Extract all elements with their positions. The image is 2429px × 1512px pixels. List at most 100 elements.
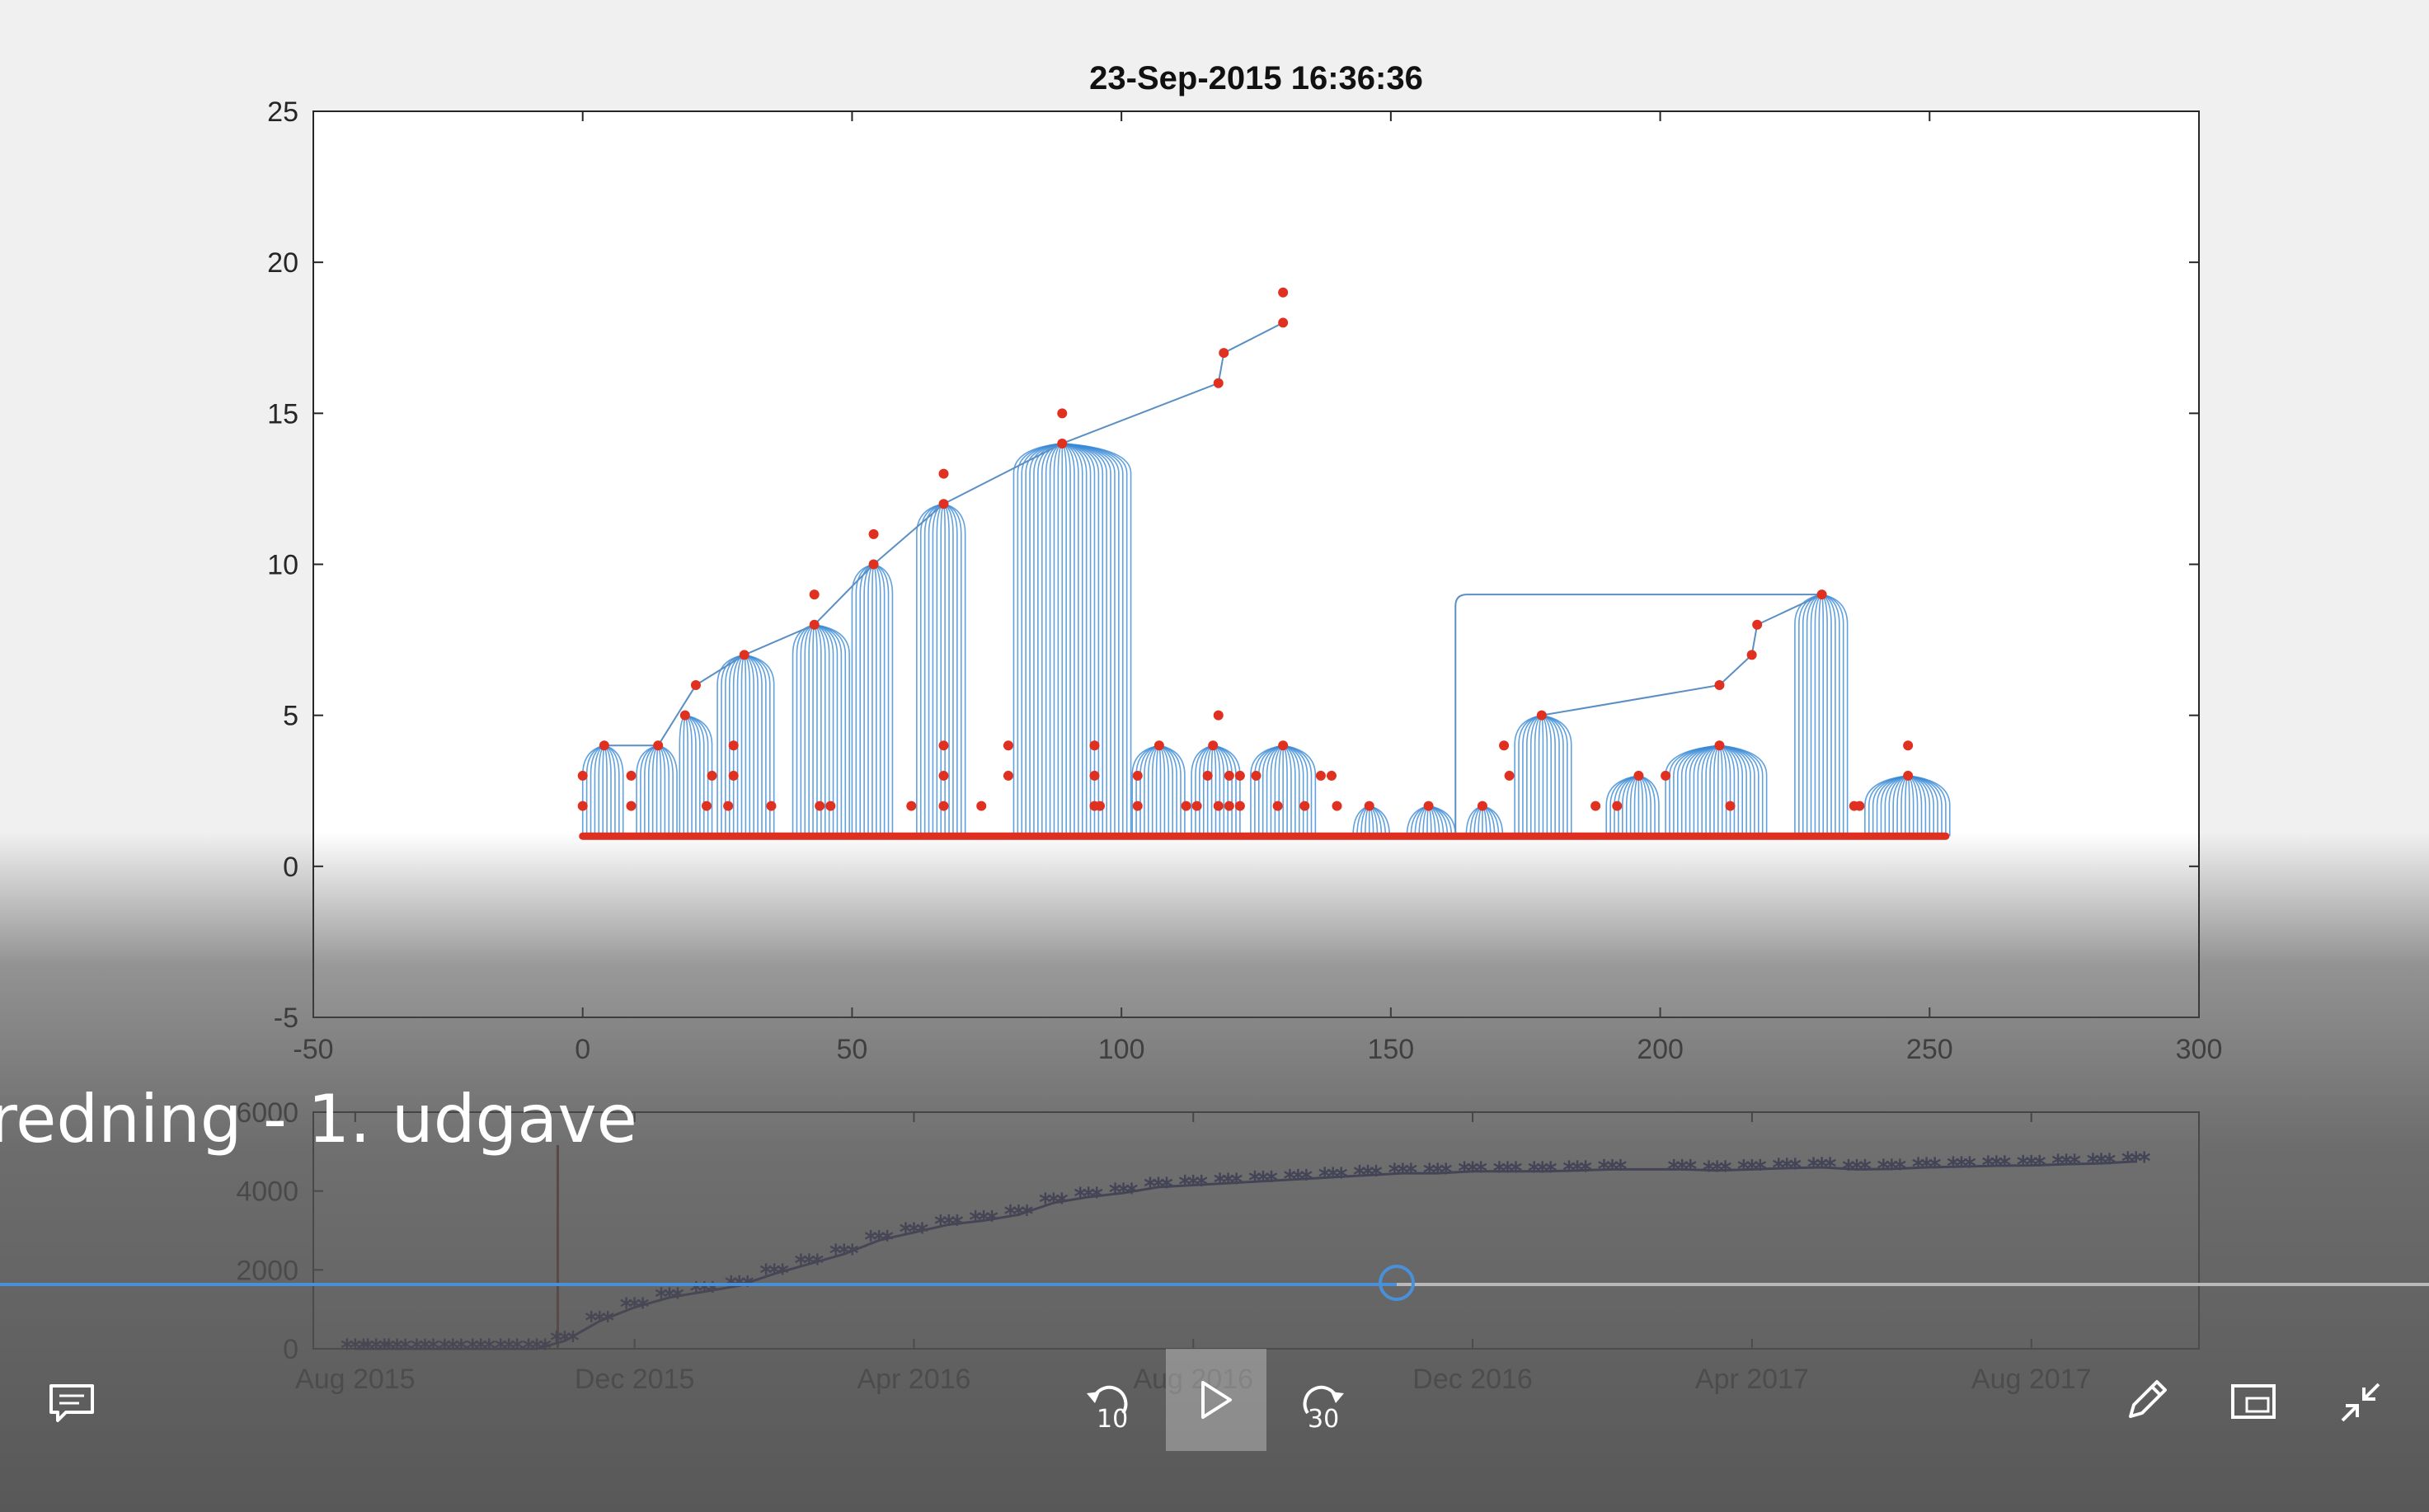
node-point	[1332, 801, 1342, 811]
forward-button[interactable]: 30	[1291, 1375, 1354, 1438]
star-marker: *	[1579, 1157, 1592, 1186]
node-point	[868, 528, 879, 539]
tree-edge	[1719, 744, 1768, 837]
star-marker: *	[1614, 1155, 1628, 1184]
star-marker: *	[1125, 1179, 1139, 1208]
star-marker: *	[1999, 1152, 2012, 1181]
node-point	[653, 740, 664, 751]
captions-button[interactable]	[43, 1377, 101, 1430]
exit-fullscreen-icon	[2337, 1379, 2384, 1425]
node-point	[1089, 770, 1100, 781]
node-point	[679, 710, 690, 721]
cross-link	[695, 654, 745, 686]
y-tick-label: 5	[283, 701, 298, 732]
star-marker: *	[1684, 1155, 1697, 1184]
node-point	[1132, 770, 1143, 781]
star-marker: *	[1055, 1189, 1069, 1218]
node-point	[938, 770, 949, 781]
tree-edge	[1821, 594, 1849, 837]
play-icon	[1200, 1380, 1233, 1420]
node-point	[1208, 740, 1219, 751]
rewind-button[interactable]: 10	[1077, 1375, 1139, 1438]
node-point	[815, 801, 825, 811]
node-point	[938, 499, 949, 509]
chart-title: 23-Sep-2015 16:36:36	[1089, 60, 1423, 96]
cross-link	[657, 684, 697, 746]
cross-link	[1454, 594, 1822, 837]
y-tick-label: 4000	[236, 1176, 298, 1208]
node-point	[1477, 801, 1487, 811]
star-marker: *	[1021, 1200, 1034, 1229]
node-point	[1089, 740, 1100, 751]
star-marker: *	[1754, 1155, 1767, 1184]
node-point	[766, 801, 777, 811]
node-point	[702, 801, 712, 811]
rewind-icon	[1082, 1380, 1135, 1433]
x-tick-label: Dec 2015	[575, 1364, 695, 1395]
cross-link	[1061, 382, 1219, 444]
cross-link	[1756, 594, 1823, 626]
node-point	[577, 770, 588, 781]
miniplayer-button[interactable]	[2226, 1378, 2281, 1425]
node-point	[825, 801, 836, 811]
node-point	[1816, 589, 1827, 600]
cross-link	[813, 563, 875, 626]
tree-edge	[744, 654, 775, 837]
node-point	[1504, 770, 1515, 781]
node-point	[1854, 801, 1865, 811]
cross-link	[744, 623, 815, 656]
star-marker: *	[2103, 1149, 2117, 1178]
pencil-icon	[2124, 1377, 2170, 1423]
play-button[interactable]	[1166, 1349, 1266, 1451]
star-marker: *	[1160, 1173, 1173, 1202]
x-tick-label: 50	[837, 1034, 868, 1065]
star-marker: *	[1929, 1153, 1942, 1182]
star-marker: *	[2068, 1150, 2081, 1179]
node-point	[739, 650, 749, 660]
x-tick-label: 300	[2176, 1034, 2223, 1065]
y-tick-label: 15	[267, 398, 298, 430]
star-marker: *	[1370, 1162, 1383, 1190]
x-tick-label: 200	[1637, 1034, 1684, 1065]
rewind-seconds: 10	[1097, 1405, 1129, 1434]
node-point	[599, 740, 609, 751]
node-point	[1202, 770, 1213, 781]
node-point	[728, 770, 739, 781]
node-point	[1752, 619, 1763, 630]
node-point	[868, 559, 879, 570]
edit-button[interactable]	[2122, 1373, 2172, 1426]
star-marker: *	[601, 1308, 614, 1336]
node-point	[1003, 770, 1013, 781]
star-marker: *	[1963, 1153, 1976, 1181]
x-tick-label: Dec 2016	[1412, 1364, 1533, 1395]
node-point	[1224, 770, 1234, 781]
node-point	[938, 740, 949, 751]
cross-link	[1718, 654, 1753, 686]
node-point	[1181, 801, 1191, 811]
node-point	[1251, 770, 1261, 781]
tree-edge	[1158, 744, 1186, 837]
node-point	[1661, 770, 1671, 781]
node-point	[1364, 801, 1374, 811]
star-marker: *	[1858, 1155, 1872, 1184]
node-point	[1224, 801, 1234, 811]
node-point	[728, 740, 739, 751]
node-point	[1714, 740, 1725, 751]
exit-fullscreen-button[interactable]	[2333, 1375, 2388, 1430]
cross-link	[872, 503, 945, 566]
plot-area	[312, 110, 2200, 1018]
node-point	[906, 801, 917, 811]
node-point	[1132, 801, 1143, 811]
node-point	[1191, 801, 1202, 811]
node-point	[690, 680, 701, 691]
node-point	[1903, 770, 1914, 781]
video-title: redning - 1. udgave	[0, 1081, 637, 1157]
star-marker: *	[916, 1219, 929, 1247]
node-point	[938, 468, 949, 479]
seek-thumb[interactable]	[1379, 1265, 1415, 1301]
node-point	[1725, 801, 1736, 811]
cross-link	[1750, 624, 1759, 655]
star-marker: *	[881, 1226, 894, 1255]
x-tick-label: Apr 2016	[857, 1364, 970, 1395]
